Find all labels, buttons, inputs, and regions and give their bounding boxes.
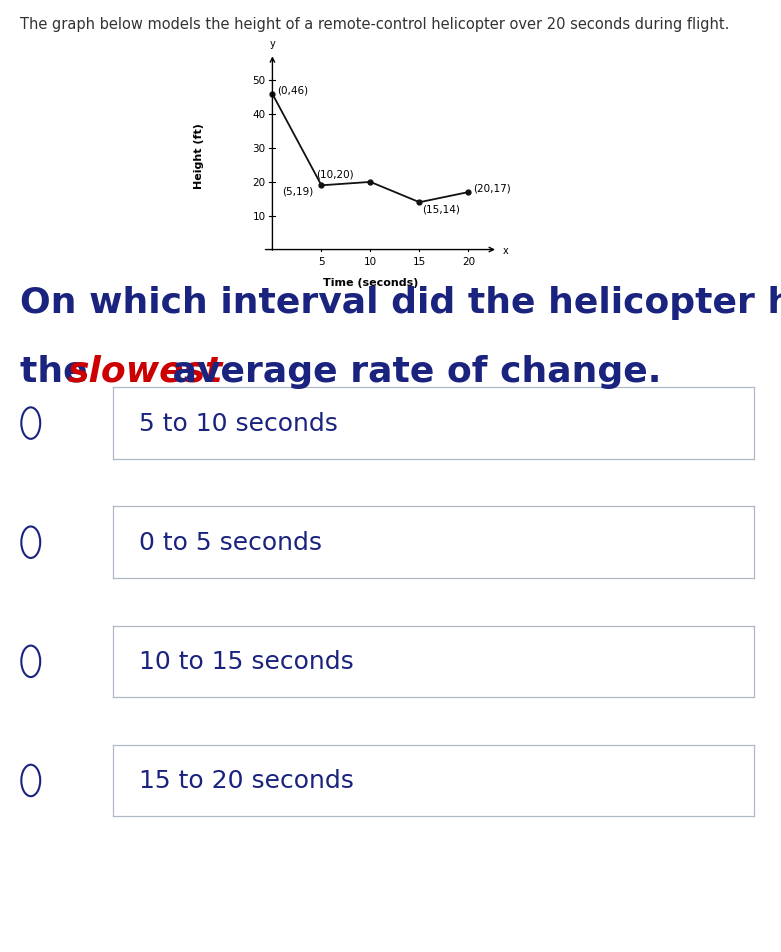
Text: 10: 10 bbox=[364, 257, 377, 267]
Text: 15 to 20 seconds: 15 to 20 seconds bbox=[139, 768, 354, 793]
Circle shape bbox=[21, 526, 40, 559]
Text: 5: 5 bbox=[318, 257, 325, 267]
Text: On which interval did the helicopter have: On which interval did the helicopter hav… bbox=[20, 286, 781, 320]
Text: 0 to 5 seconds: 0 to 5 seconds bbox=[139, 530, 322, 555]
Text: average rate of change.: average rate of change. bbox=[160, 354, 662, 388]
Text: (0,46): (0,46) bbox=[277, 86, 308, 95]
Text: 40: 40 bbox=[252, 110, 266, 120]
Circle shape bbox=[21, 764, 40, 797]
Text: Height (ft): Height (ft) bbox=[194, 123, 204, 188]
Text: 5 to 10 seconds: 5 to 10 seconds bbox=[139, 411, 337, 436]
Text: (5,19): (5,19) bbox=[282, 187, 313, 196]
Text: Time (seconds): Time (seconds) bbox=[323, 277, 418, 288]
Text: y: y bbox=[269, 39, 276, 50]
Text: (15,14): (15,14) bbox=[423, 205, 460, 214]
Text: (10,20): (10,20) bbox=[316, 169, 354, 180]
Circle shape bbox=[21, 407, 40, 440]
Text: x: x bbox=[503, 246, 508, 255]
Text: (20,17): (20,17) bbox=[473, 183, 511, 193]
Text: 15: 15 bbox=[413, 257, 426, 267]
Text: 10: 10 bbox=[252, 211, 266, 222]
Text: slowest: slowest bbox=[68, 354, 223, 388]
Text: 20: 20 bbox=[462, 257, 475, 267]
Text: 50: 50 bbox=[252, 76, 266, 87]
Text: 10 to 15 seconds: 10 to 15 seconds bbox=[139, 649, 354, 674]
Text: 20: 20 bbox=[252, 178, 266, 188]
Text: The graph below models the height of a remote-control helicopter over 20 seconds: The graph below models the height of a r… bbox=[20, 17, 729, 32]
Circle shape bbox=[21, 645, 40, 678]
Text: the: the bbox=[20, 354, 100, 388]
Text: 30: 30 bbox=[252, 144, 266, 154]
